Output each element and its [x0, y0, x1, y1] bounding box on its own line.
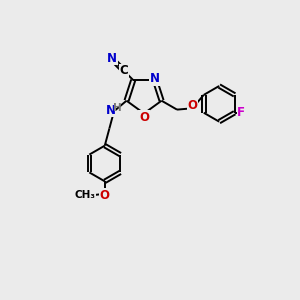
Text: N: N — [150, 72, 160, 85]
Text: O: O — [139, 110, 149, 124]
Text: F: F — [237, 106, 245, 119]
Text: O: O — [188, 99, 197, 112]
Text: C: C — [120, 64, 128, 77]
Text: CH₃: CH₃ — [74, 190, 95, 200]
Text: N: N — [105, 103, 116, 116]
Text: N: N — [107, 52, 117, 65]
Text: O: O — [100, 189, 110, 202]
Text: H: H — [112, 103, 122, 113]
